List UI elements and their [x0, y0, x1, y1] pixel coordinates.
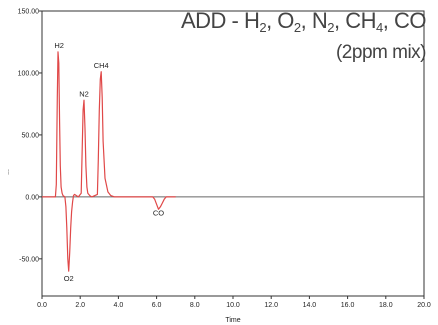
chart-title: ADD - H2, O2, N2, CH4, CO (2ppm mix): [180, 8, 427, 65]
chart-subtitle: (2ppm mix): [335, 42, 427, 63]
peak-label-h2: H2: [54, 41, 64, 50]
x-tick-label: 18.0: [379, 302, 393, 309]
y-axis-label: ...: [4, 169, 11, 175]
gas-n2: N2: [311, 8, 335, 35]
x-tick-label: 2.0: [75, 302, 85, 309]
y-tick-label: 100.00: [18, 70, 40, 77]
x-tick-label: 8.0: [190, 302, 200, 309]
gas-h2: H2: [243, 8, 267, 35]
gas-co: CO: [394, 8, 427, 33]
tick-labels: 0.0 2.0 4.0 6.0 8.0 10.0 12.0 14.0 16.0 18.0 20.0 -…: [18, 9, 431, 310]
peak-label-n2: N2: [79, 90, 89, 99]
peak-label-ch4: CH4: [94, 61, 109, 70]
y-tick-label: 150.00: [18, 9, 40, 16]
gas-o2: O2: [277, 8, 301, 35]
x-tick-label: 12.0: [264, 302, 278, 309]
y-tick-label: -50.00: [19, 256, 39, 263]
x-tick-label: 20.0: [417, 302, 431, 309]
x-tick-label: 4.0: [114, 302, 124, 309]
x-tick-label: 6.0: [152, 302, 162, 309]
x-tick-label: 14.0: [303, 302, 317, 309]
x-tick-label: 0.0: [37, 302, 47, 309]
series-line-0: [42, 51, 176, 272]
series-line: [42, 51, 176, 272]
gas-ch4: CH4: [345, 8, 383, 35]
chart-title-main: ADD - H2, O2, N2, CH4, CO: [180, 8, 427, 41]
y-tick-label: 50.00: [21, 132, 39, 139]
peak-label-co: CO: [153, 208, 164, 217]
x-axis-label: Time: [225, 317, 240, 324]
peak-labels: H2 O2 N2 CH4 CO: [54, 41, 164, 283]
gas-list: H2, O2, N2, CH4, CO: [243, 8, 427, 35]
x-tick-label: 16.0: [341, 302, 355, 309]
title-prefix: ADD -: [180, 8, 244, 33]
x-tick-label: 10.0: [226, 302, 240, 309]
peak-label-o2: O2: [64, 274, 74, 283]
y-tick-label: 0.00: [25, 194, 39, 201]
